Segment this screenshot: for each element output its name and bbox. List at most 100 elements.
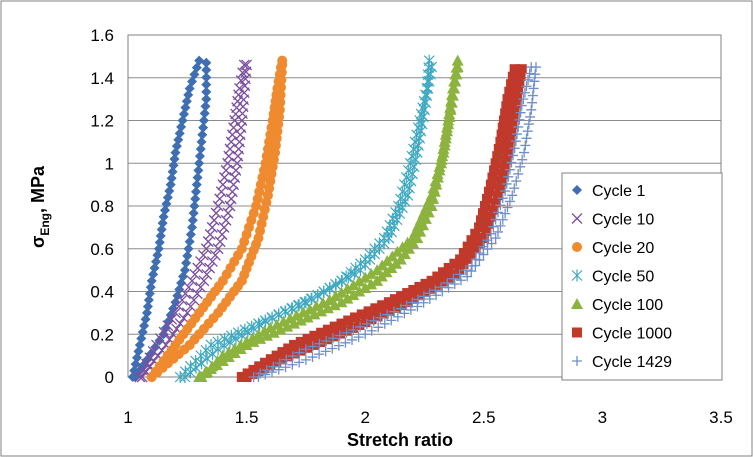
point-s6-c1-1-3 [522, 126, 533, 137]
point-s5-c1-end [241, 372, 252, 382]
point-s1-c0-0-0 [134, 371, 146, 383]
point-s3-c1-8-1 [207, 347, 219, 360]
point-s1-c0-2-3 [179, 288, 191, 300]
point-s3-c1-5-3 [336, 275, 348, 288]
point-s5-c1-8-4 [265, 360, 276, 371]
point-s5-c0-1-5 [322, 324, 333, 335]
point-s4-c1-6-8 [270, 318, 283, 330]
point-s5-c0-6-5 [483, 186, 494, 197]
legend-marker-5 [572, 327, 582, 338]
point-s6-c1-4-1 [486, 238, 497, 249]
point-s6-c0-6-3 [493, 207, 504, 218]
point-s5-c0-2-4 [363, 306, 374, 317]
point-s5-c0-3-6 [420, 278, 431, 289]
point-s6-c0-1-3 [321, 335, 332, 346]
point-s2-c1-0-4 [275, 89, 286, 100]
point-s0-c1-0-2 [201, 72, 212, 83]
point-s0-c1-1-3 [198, 115, 209, 126]
point-s5-c1-4-5 [458, 259, 469, 270]
point-s0-c1-3-3 [189, 201, 200, 211]
x-tick-label-0: 1 [123, 408, 132, 427]
point-s4-c1-2-1 [435, 153, 448, 165]
point-s2-c1-end [146, 372, 157, 382]
point-s5-c0-9-1 [504, 86, 515, 97]
point-s5-c1-8-0 [289, 348, 300, 359]
point-s1-c0-1-2 [158, 326, 170, 338]
point-s0-c1-2-4 [193, 165, 204, 176]
point-s0-c1-3-2 [190, 193, 201, 204]
data-points [127, 54, 541, 383]
point-s4-c1-0-5 [445, 96, 458, 108]
point-s5-c1-1-0 [509, 104, 520, 115]
point-s6-c1-2-3 [513, 168, 524, 179]
point-s4-c1-6-5 [290, 309, 303, 321]
point-s6-c0-2-2 [361, 318, 372, 329]
point-s1-c0-end [238, 59, 250, 71]
point-s5-c0-3-5 [414, 281, 425, 292]
point-s6-c1-6-2 [399, 308, 410, 319]
point-s5-c1-2-3 [497, 168, 508, 179]
point-s6-c1-2-4 [511, 176, 522, 187]
x-tick-label-3: 2.5 [472, 408, 496, 427]
point-s0-c1-1-1 [200, 101, 211, 112]
point-s1-c1-3-2 [220, 214, 232, 226]
point-s6-c1-5-6 [424, 293, 435, 304]
point-s1-c0-4-5 [210, 207, 222, 219]
point-s5-c1-8-7 [247, 369, 258, 380]
point-s0-c0-6-2 [167, 166, 178, 177]
point-s5-c0-6-4 [481, 193, 492, 204]
point-s6-c1-8-5 [267, 367, 278, 378]
point-s5-c1-1-5 [503, 140, 514, 151]
point-s4-c1-0-2 [449, 75, 462, 87]
point-s5-c0-4-1 [432, 271, 443, 282]
point-s1-c0-3-0 [186, 275, 198, 287]
point-s4-c0-3-4 [359, 281, 372, 293]
point-s6-c0-4-4 [460, 265, 471, 276]
point-s5-c1-6-6 [366, 314, 377, 325]
point-s1-c1-5-2 [191, 288, 203, 300]
point-s0-c0-6-0 [165, 179, 176, 190]
point-s0-c0-4-0 [153, 243, 164, 254]
point-s5-c1-7-7 [302, 342, 313, 353]
point-s1-c0-2-1 [173, 301, 185, 312]
point-s6-c1-2-2 [515, 161, 526, 172]
series-2 [146, 55, 288, 382]
point-s6-c0-0-2 [261, 365, 272, 376]
point-s4-c1-5-2 [359, 271, 372, 283]
point-s0-c1-0-4 [201, 86, 212, 97]
point-s1-c1-4-1 [209, 249, 221, 261]
point-s5-c0-0-6 [271, 350, 282, 361]
x-tick-label-4: 3 [598, 408, 607, 427]
point-s1-c0-3-2 [192, 262, 204, 274]
point-s4-c1-7-7 [222, 346, 235, 358]
point-s3-c1-8-2 [201, 352, 213, 365]
point-s5-c0-7-2 [489, 165, 500, 176]
point-s6-c1-7-7 [314, 349, 325, 360]
point-s5-c1-0-5 [510, 98, 521, 109]
point-s4-c1-2-0 [437, 146, 450, 158]
point-s6-c1-7-2 [347, 334, 358, 345]
y-tick-label-5: 1 [105, 154, 114, 173]
point-s4-c1-7-0 [264, 321, 277, 333]
point-s3-c1-6-5 [279, 305, 291, 318]
point-s1-c1-3-3 [218, 221, 230, 233]
point-s6-c1-6-7 [366, 325, 377, 336]
point-s5-c0-5-4 [470, 228, 481, 239]
point-s4-c1-6-2 [310, 300, 323, 312]
point-s6-c0-9-1 [518, 94, 529, 105]
point-s5-c0-7-4 [492, 151, 503, 162]
point-s6-c1-6-5 [379, 318, 390, 329]
point-s6-c0-0-3 [268, 361, 279, 372]
point-s0-c1-7-1 [154, 335, 165, 346]
point-s6-c0-4-2 [448, 273, 459, 284]
point-s0-c1-3-1 [190, 186, 201, 197]
point-s4-c1-1-0 [444, 103, 457, 115]
point-s0-c1-3-0 [191, 179, 202, 190]
point-s4-c1-2-4 [429, 175, 442, 187]
point-s6-c0-1-0 [300, 344, 311, 355]
point-s5-c0-6-2 [478, 208, 489, 219]
point-s4-c1-2-2 [433, 160, 446, 172]
point-s5-c0-end [509, 64, 520, 75]
point-s3-c1-6-1 [305, 292, 317, 305]
